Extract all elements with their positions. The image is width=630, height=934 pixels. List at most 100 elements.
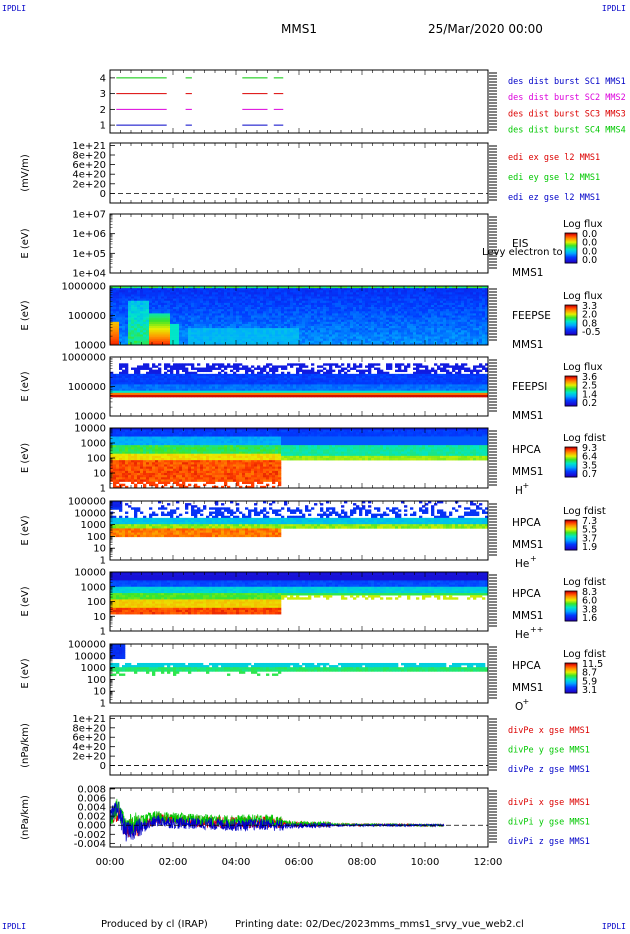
feeps_e-cell [395,315,399,318]
feeps_e-cell [221,298,225,302]
feeps_e-cell [380,290,384,293]
feeps_e-cell [356,311,360,314]
feeps_e-cell [197,330,201,333]
feeps_e-cell [233,323,237,327]
feeps_e-cell [278,294,282,297]
feeps_e-cell [395,309,399,312]
feeps_e-cell [176,313,180,316]
feeps_e-cell [374,340,378,344]
feeps_e-cell [143,334,147,337]
feeps_e-cell [242,302,246,306]
feeps_e-cell [110,334,114,337]
feeps_e-cell [317,319,321,323]
feeps_e-cell [464,300,468,304]
feeps_e-cell [122,290,126,293]
feeps_i-cell [131,384,135,387]
feeps_e-cell [326,300,330,304]
feeps_e-cell [449,326,453,329]
feeps_i-cell [176,369,180,373]
feeps_e-cell [143,342,147,346]
feeps_i-cell [188,378,192,381]
feeps_e-cell [269,286,273,289]
feeps_e-cell [440,300,444,304]
feeps_e-cell [314,290,318,293]
feeps_e-cell [167,321,171,325]
feeps_e-cell [305,296,309,299]
feeps_e-cell [317,311,321,314]
feeps_e-cell [482,286,486,289]
feeps_e-cell [209,300,213,304]
feeps_e-cell [404,313,408,316]
feeps_e-cell [170,342,174,346]
feeps_e-cell [272,330,276,333]
feeps_e-cell [203,340,207,344]
feeps_e-cell [212,342,216,346]
feeps_e-cell [134,311,138,314]
feeps_i-cell [161,386,165,389]
feeps_i-cell [251,382,255,385]
feeps_e-cell [158,309,162,312]
feeps_e-cell [215,317,219,321]
feeps_i-cell [188,382,192,385]
feeps_i-cell [188,384,192,387]
feeps_e-cell [131,294,135,297]
feeps_e-cell [179,292,183,295]
feeps_e-cell [254,319,258,323]
feeps_e-cell [158,342,162,346]
feeps_i-cell [299,365,303,368]
feeps_e-cell [206,334,210,337]
feeps_e-cell [278,311,282,314]
feeps_e-cell [224,319,228,323]
feeps_e-cell [368,294,372,297]
feeps_e-cell [116,315,120,318]
feeps_e-cell [203,292,207,295]
feeps_e-cell [215,332,219,335]
feeps_e-cell [173,288,177,291]
feeps_i-cell [176,378,180,381]
feeps_e-cell [386,342,390,346]
feeps_e-cell [398,336,402,339]
feeps_e-cell [284,328,288,331]
feeps_e-cell [170,300,174,304]
feeps_e-cell [320,286,324,289]
feeps_e-cell [242,328,246,331]
feeps_e-cell [119,332,123,335]
feeps_i-cell [185,388,189,392]
feeps_e-cell [215,290,219,293]
feeps_e-cell [284,317,288,321]
feeps_e-cell [374,302,378,306]
feeps_i-cell [206,390,210,394]
feeps_e-cell [185,313,189,316]
feeps_e-cell [446,317,450,321]
feeps_i-cell [197,384,201,387]
feeps_e-cbar-cell [565,323,577,325]
feeps_e-cell [236,323,240,327]
feeps_e-cell [149,307,153,310]
feeps_e-cell [194,294,198,297]
feeps_i-cell [218,394,222,398]
feeps_e-cell [131,307,135,310]
feeps_e-cell [275,315,279,318]
feeps_e-cell [440,307,444,310]
feeps_i-cell [242,378,246,381]
feeps_i-cell [125,388,129,392]
feeps_e-cell [341,292,345,295]
feeps_e-cell [338,342,342,346]
feeps_e-cell [119,334,123,337]
feeps_e-cell [230,300,234,304]
feeps_e-cell [467,326,471,329]
feeps_e-cell [428,294,432,297]
feeps_e-cell [179,288,183,291]
feeps_e-cell [392,302,396,306]
feeps_e-cell [449,313,453,316]
feeps_e-cell [134,321,138,325]
feeps_e-cell [284,304,288,308]
feeps_i-cell [269,384,273,387]
feeps_e-cell [422,342,426,346]
feeps_e-cell [485,342,489,346]
feeps_e-cell [416,317,420,321]
feeps_e-cell [110,328,114,331]
burst-frame [109,69,489,134]
feeps_e-cell [143,300,147,304]
feeps_e-cell [386,328,390,331]
